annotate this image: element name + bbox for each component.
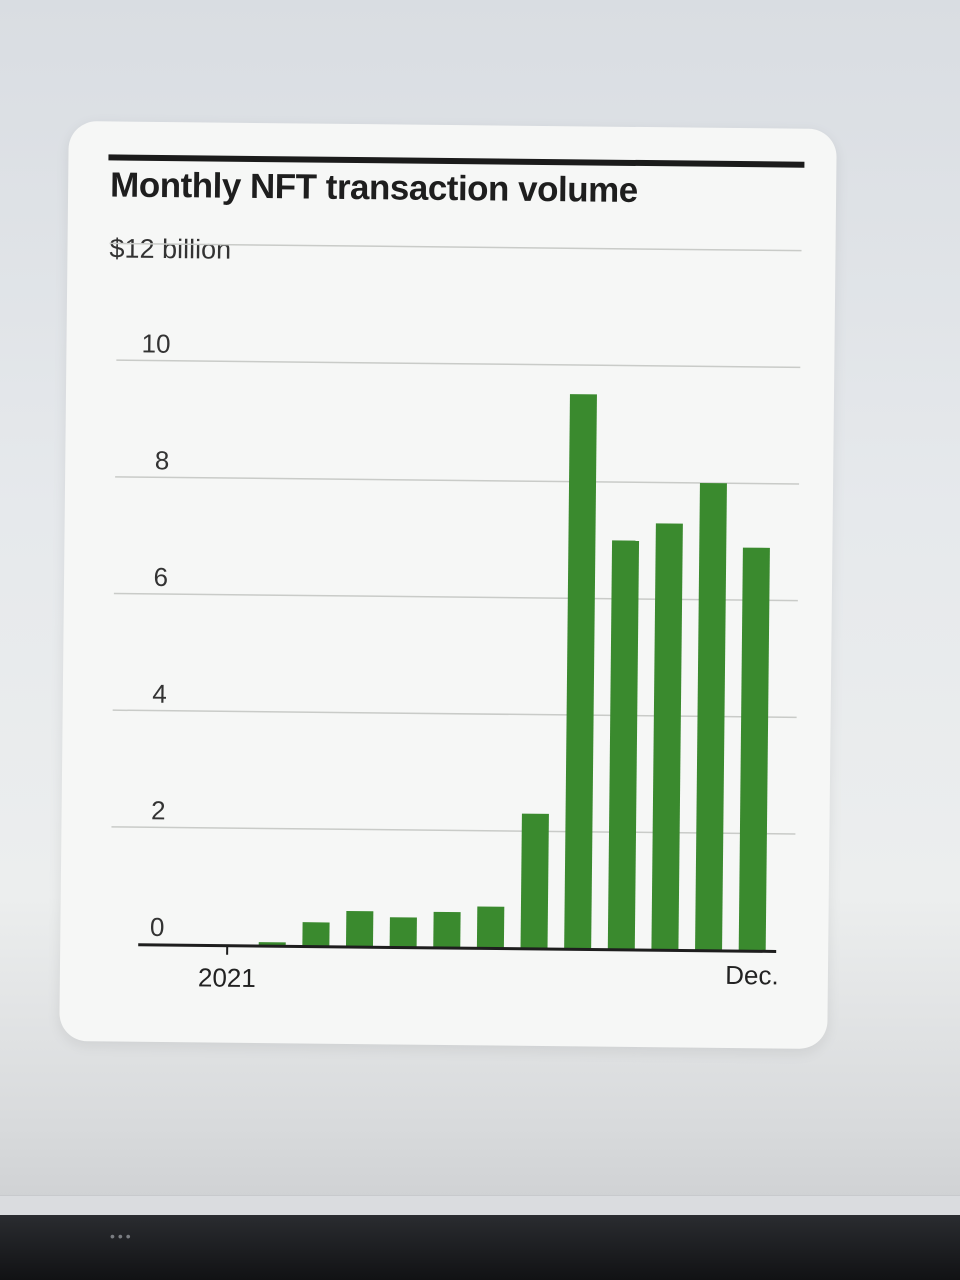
x-axis-baseline	[138, 943, 777, 953]
bar-dec	[738, 547, 770, 951]
y-tick-label-0: 0	[150, 912, 165, 942]
bar-aug	[564, 394, 597, 949]
bar-mar	[345, 910, 374, 947]
bar-feb	[302, 922, 330, 946]
bar-jan	[258, 942, 286, 946]
y-tick-label-8: 8	[155, 445, 170, 475]
bar-jul	[520, 813, 549, 949]
x-tick-label-last: Dec.	[725, 960, 779, 991]
bar-may	[433, 911, 461, 948]
gridline-2	[111, 826, 796, 835]
bar-sep	[607, 540, 640, 949]
y-tick-label-10: 10	[141, 328, 170, 358]
bar-nov	[695, 482, 727, 950]
bar-apr	[389, 917, 417, 947]
chart-card: Monthly NFT transaction volume $12 billi…	[59, 121, 837, 1049]
gridline-6	[113, 592, 798, 602]
more-dots-icon: •••	[110, 1228, 134, 1244]
y-tick-label-6: 6	[153, 562, 168, 592]
bar-jun	[476, 906, 505, 948]
gridline-10	[116, 359, 801, 369]
y-tick-label-4: 4	[152, 679, 167, 709]
gridline-8	[115, 476, 800, 485]
gridline-4	[112, 709, 797, 719]
gridline-12	[109, 242, 802, 252]
screen-bottom-bar	[0, 1195, 960, 1216]
bar-chart: 10 8 6 4 2 0 2021 Dec.	[109, 242, 802, 993]
x-tick-label-first: 2021	[198, 962, 256, 993]
monitor-bezel	[0, 1215, 960, 1280]
y-tick-label-2: 2	[151, 795, 166, 825]
bar-oct	[651, 523, 683, 950]
